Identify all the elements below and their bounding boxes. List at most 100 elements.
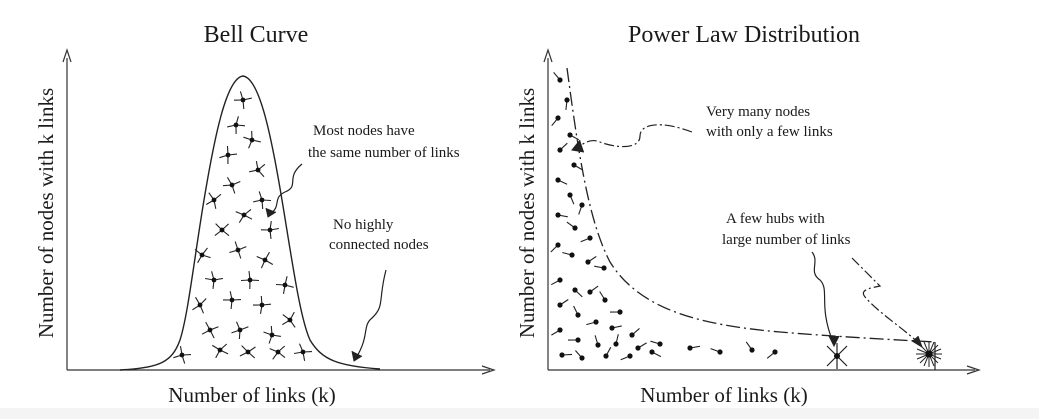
network-node	[229, 241, 247, 259]
network-node	[222, 291, 242, 310]
network-node	[620, 353, 633, 361]
network-node	[555, 177, 568, 185]
power-law-nodes	[550, 71, 778, 361]
bell-curve-title: Bell Curve	[204, 22, 309, 48]
network-node	[551, 115, 561, 127]
network-node	[745, 341, 755, 353]
network-node	[635, 342, 647, 351]
hubs-annotation-line-2: large number of links	[722, 232, 851, 248]
network-node	[766, 349, 778, 359]
network-node	[594, 335, 601, 348]
network-node	[566, 221, 578, 231]
peak-annotation-line-1: Most nodes have	[313, 123, 415, 139]
network-node	[205, 192, 222, 209]
network-node	[275, 276, 294, 294]
peak-annotation-arrow	[269, 163, 303, 215]
network-node	[580, 235, 593, 243]
network-node	[587, 285, 599, 295]
network-node	[235, 208, 253, 223]
network-node	[571, 162, 583, 171]
hubs-annotation-line-1: A few hubs with	[726, 211, 825, 227]
network-node	[650, 340, 663, 347]
network-node	[557, 142, 568, 153]
network-node	[249, 161, 266, 178]
right-y-axis-label: Number of nodes with k links	[515, 88, 539, 338]
network-node	[594, 265, 607, 271]
network-node	[263, 325, 281, 344]
network-node	[564, 97, 570, 110]
many-nodes-annotation-arrowhead	[571, 139, 585, 153]
network-node	[212, 343, 229, 359]
hubs-annotation-arrowhead-2	[911, 335, 923, 349]
tail-annotation-arrowhead	[351, 350, 363, 362]
power-law-title: Power Law Distribution	[628, 22, 860, 48]
network-node	[574, 350, 585, 361]
network-node	[233, 91, 252, 110]
network-node	[253, 191, 272, 210]
right-y-axis-arrow	[543, 48, 553, 63]
tail-annotation-arrow	[355, 269, 387, 359]
network-node	[710, 348, 723, 355]
network-node	[609, 309, 623, 315]
network-node	[256, 251, 274, 269]
peak-annotation-line-2: the same number of links	[308, 145, 460, 161]
tail-annotation-line-2: connected nodes	[329, 237, 429, 253]
network-node	[578, 202, 585, 215]
left-y-axis-arrow	[62, 48, 72, 63]
network-node	[567, 192, 575, 205]
right-x-axis-arrow	[966, 365, 981, 375]
network-node	[205, 271, 223, 289]
network-node	[227, 116, 246, 135]
network-node	[240, 271, 260, 290]
network-node	[559, 352, 573, 358]
network-node	[252, 295, 272, 314]
network-node	[572, 287, 583, 298]
left-y-axis-label: Number of nodes with k links	[34, 88, 58, 338]
right-x-axis-label: Number of links (k)	[640, 383, 807, 407]
network-node	[585, 255, 597, 265]
network-node	[649, 349, 662, 358]
network-node	[555, 212, 568, 218]
network-node	[613, 334, 619, 347]
network-node	[231, 321, 249, 340]
network-node	[562, 251, 575, 258]
network-node	[260, 221, 279, 239]
bottom-strip	[0, 408, 1039, 419]
network-node	[586, 319, 599, 326]
network-node	[609, 325, 622, 331]
network-node	[282, 311, 296, 328]
network-node	[219, 145, 238, 165]
many-nodes-annotation-line-2: with only a few links	[706, 124, 833, 140]
many-nodes-annotation-line-1: Very many nodes	[706, 104, 810, 120]
left-x-axis-label: Number of links (k)	[168, 383, 335, 407]
network-node	[194, 247, 211, 264]
hubs-annotation-arrowhead-1	[828, 335, 840, 348]
network-node	[550, 277, 563, 286]
network-node	[567, 132, 580, 141]
network-node	[629, 327, 640, 338]
network-node	[214, 223, 230, 237]
network-node	[269, 345, 286, 360]
network-node	[599, 291, 608, 303]
network-node	[553, 71, 563, 83]
peak-annotation-arrowhead	[265, 207, 277, 218]
network-node	[573, 305, 581, 318]
left-x-axis-arrow	[481, 365, 496, 375]
bell-curve-line	[119, 75, 381, 371]
network-node	[239, 345, 256, 359]
network-node	[294, 343, 313, 361]
network-node	[551, 327, 563, 336]
hub-node-large	[916, 341, 942, 367]
hubs-annotation-arrow-1	[811, 251, 834, 343]
network-node	[567, 337, 581, 343]
many-nodes-annotation-arrow	[575, 124, 693, 149]
network-node	[222, 177, 241, 194]
bell-curve-nodes	[173, 91, 313, 364]
hubs-annotation-arrow-2	[851, 257, 921, 345]
network-node	[173, 346, 192, 364]
network-node	[603, 346, 612, 359]
bell-curve-panel: Bell Curve Number of nodes with k links …	[34, 22, 496, 407]
network-node	[687, 345, 700, 351]
network-node	[550, 242, 561, 253]
power-law-curve	[566, 67, 936, 343]
